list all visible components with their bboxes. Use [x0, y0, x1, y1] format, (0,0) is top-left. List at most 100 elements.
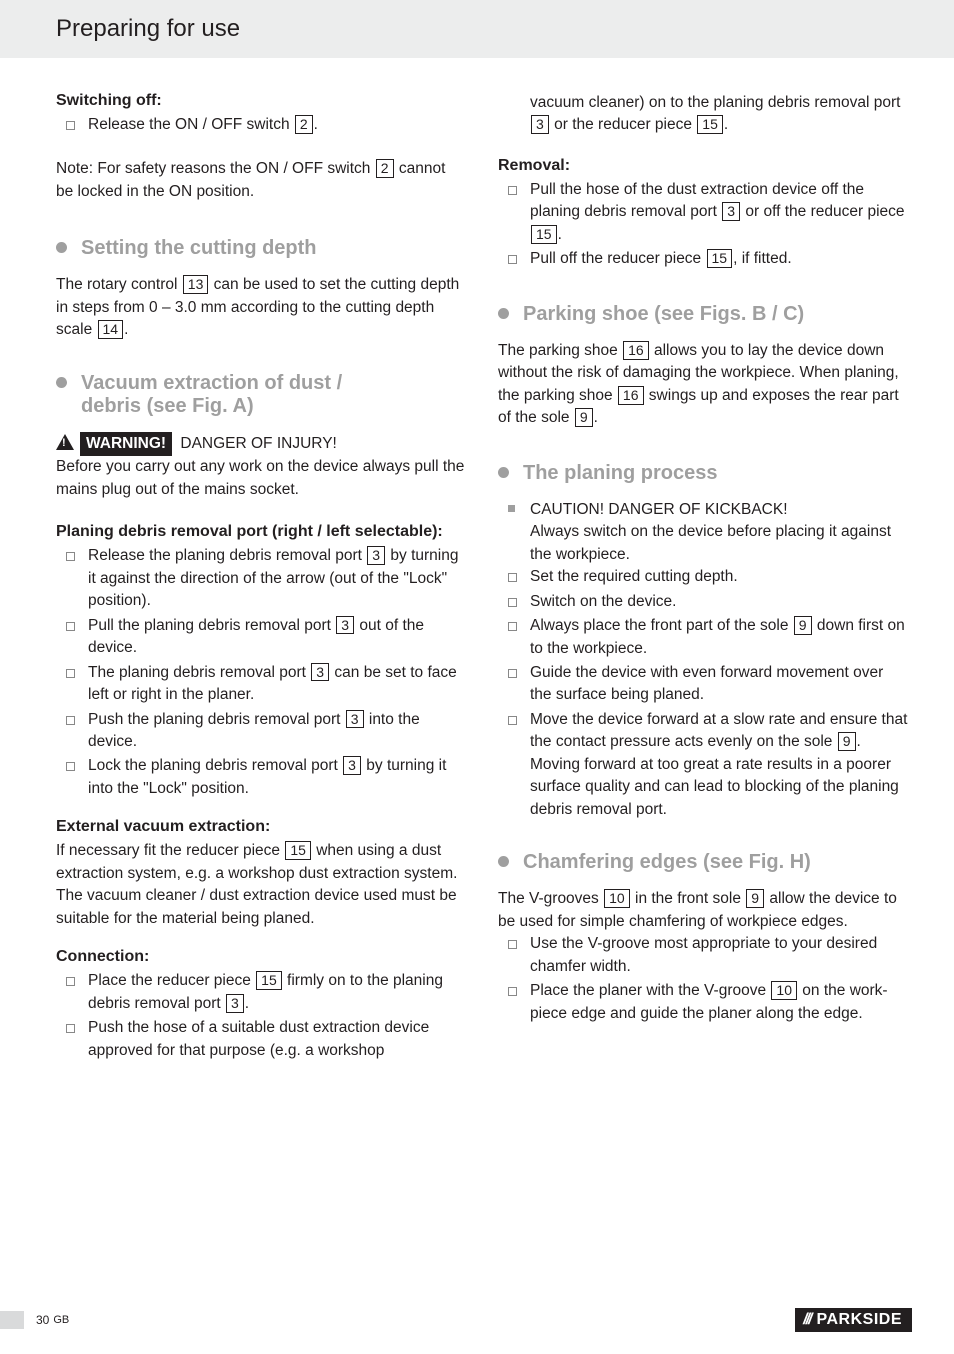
- ref-10: 10: [604, 889, 630, 908]
- list-item: Push the planing debris removal port 3 i…: [56, 709, 466, 754]
- planing-port-heading: Planing debris removal port (right / lef…: [56, 523, 466, 541]
- connection-heading: Connection:: [56, 948, 466, 966]
- text: Pull off the reducer piece: [530, 250, 706, 267]
- warning-paragraph: Before you carry out any work on the dev…: [56, 456, 466, 501]
- switching-off-list: Release the ON / OFF switch 2.: [56, 114, 466, 136]
- list-item: Guide the device with even forward movem…: [498, 662, 908, 707]
- switching-off-heading: Switching off:: [56, 92, 466, 110]
- bullet-icon: [498, 467, 509, 478]
- vacuum-heading: Vacuum extraction of dust / debris (see …: [56, 372, 466, 418]
- note-label: Note:: [56, 160, 93, 177]
- ref-15: 15: [256, 971, 282, 990]
- text: Lock the planing debris removal port: [88, 757, 342, 774]
- warning-line: WARNING! DANGER OF INJURY!: [56, 432, 466, 456]
- text: If necessary fit the reducer piece: [56, 842, 284, 859]
- chamfering-heading: Chamfering edges (see Fig. H): [498, 851, 908, 874]
- list-item: Release the planing debris removal port …: [56, 545, 466, 612]
- ref-3: 3: [311, 663, 329, 682]
- caution-label: CAUTION! DANGER OF KICKBACK!: [530, 501, 788, 518]
- warning-text: DANGER OF INJURY!: [176, 435, 337, 452]
- chamfer-paragraph: The V-grooves 10 in the front sole 9 all…: [498, 888, 908, 933]
- text: or the reducer piece: [550, 116, 696, 133]
- list-item: Lock the planing debris removal port 3 b…: [56, 755, 466, 800]
- list-item: Move the device forward at a slow rate a…: [498, 709, 908, 821]
- brand-stripes-icon: ///: [803, 1311, 810, 1329]
- list-item: Place the reducer piece 15 firmly on to …: [56, 970, 466, 1015]
- text: Place the planer with the V-groove: [530, 982, 770, 999]
- text: Vacuum extraction of dust /: [81, 372, 342, 394]
- ref-9: 9: [575, 408, 593, 427]
- ext-vacuum-p2: The vacuum cleaner / dust extraction dev…: [56, 885, 466, 930]
- text: Release the ON / OFF switch: [88, 116, 294, 133]
- ref-9: 9: [794, 616, 812, 635]
- page-number: 30: [36, 1313, 49, 1327]
- text: The rotary control: [56, 276, 182, 293]
- list-item: Pull off the reducer piece 15, if fitted…: [498, 248, 908, 270]
- setting-depth-paragraph: The rotary control 13 can be used to set…: [56, 274, 466, 341]
- brand-name: PARKSIDE: [817, 1311, 903, 1329]
- text: in the front sole: [631, 890, 746, 907]
- brand-badge: /// PARKSIDE: [795, 1308, 912, 1332]
- ref-2: 2: [376, 159, 394, 178]
- list-item: Pull the planing debris removal port 3 o…: [56, 615, 466, 660]
- connection-list: Place the reducer piece 15 firmly on to …: [56, 970, 466, 1062]
- text: Always switch on the device before placi…: [530, 523, 891, 562]
- caution-list: CAUTION! DANGER OF KICKBACK! Always switc…: [498, 499, 908, 566]
- bullet-icon: [56, 242, 67, 253]
- ref-3: 3: [531, 115, 549, 134]
- list-item: Push the hose of a suitable dust extract…: [56, 1017, 466, 1062]
- bullet-icon: [56, 377, 67, 388]
- right-column: vacuum cleaner) on to the planing debris…: [498, 78, 908, 1064]
- ref-2: 2: [295, 115, 313, 134]
- ref-3: 3: [346, 710, 364, 729]
- text: or off the reducer piece: [741, 203, 904, 220]
- text: , if fitted.: [733, 250, 792, 267]
- text: Pull the planing debris removal port: [88, 617, 335, 634]
- footer-left: 30 GB: [0, 1311, 69, 1329]
- text: For safety reasons the ON / OFF switch: [93, 160, 375, 177]
- ref-3: 3: [336, 616, 354, 635]
- left-column: Switching off: Release the ON / OFF swit…: [56, 78, 466, 1064]
- ref-9: 9: [838, 732, 856, 751]
- ref-3: 3: [722, 202, 740, 221]
- warning-triangle-icon: [56, 434, 74, 450]
- chamfer-list: Use the V-groove most appropriate to you…: [498, 933, 908, 1025]
- footer-tab: [0, 1311, 24, 1329]
- ref-9: 9: [746, 889, 764, 908]
- parking-shoe-heading: Parking shoe (see Figs. B / C): [498, 303, 908, 326]
- text: debris (see Fig. A): [81, 395, 254, 417]
- text: The parking shoe: [498, 342, 622, 359]
- text: Always place the front part of the sole: [530, 617, 793, 634]
- note-paragraph: Note: For safety reasons the ON / OFF sw…: [56, 158, 466, 203]
- bullet-icon: [498, 856, 509, 867]
- footer: 30 GB /// PARKSIDE: [0, 1308, 954, 1332]
- list-item: Use the V-groove most appropriate to you…: [498, 933, 908, 978]
- list-item: Release the ON / OFF switch 2.: [56, 114, 466, 136]
- ext-vacuum-heading: External vacuum extraction:: [56, 818, 466, 836]
- ref-16: 16: [618, 386, 644, 405]
- ref-3: 3: [226, 994, 244, 1013]
- removal-heading: Removal:: [498, 157, 908, 175]
- text: Place the reducer piece: [88, 972, 255, 989]
- region-code: GB: [53, 1314, 69, 1326]
- list-item: Pull the hose of the dust extraction dev…: [498, 179, 908, 246]
- text: Parking shoe (see Figs. B / C): [523, 303, 804, 325]
- list-item: Set the required cutting depth.: [498, 566, 908, 588]
- planing-port-list: Release the planing debris removal port …: [56, 545, 466, 800]
- bullet-icon: [498, 308, 509, 319]
- text: Chamfering edges (see Fig. H): [523, 851, 811, 873]
- list-item: Always place the front part of the sole …: [498, 615, 908, 660]
- page-title: Preparing for use: [56, 15, 240, 43]
- top-continuation: vacuum cleaner) on to the planing debris…: [498, 92, 908, 137]
- ref-15: 15: [531, 225, 557, 244]
- list-item: CAUTION! DANGER OF KICKBACK! Always switc…: [498, 499, 908, 566]
- ref-15: 15: [697, 115, 723, 134]
- ref-10: 10: [771, 981, 797, 1000]
- list-item: Place the planer with the V-groove 10 on…: [498, 980, 908, 1025]
- text: Push the planing debris removal port: [88, 711, 345, 728]
- text: Setting the cutting depth: [81, 237, 317, 259]
- text: The V-grooves: [498, 890, 603, 907]
- content-area: Switching off: Release the ON / OFF swit…: [0, 58, 954, 1064]
- text: vacuum cleaner) on to the planing debris…: [530, 94, 900, 111]
- planing-process-heading: The planing process: [498, 462, 908, 485]
